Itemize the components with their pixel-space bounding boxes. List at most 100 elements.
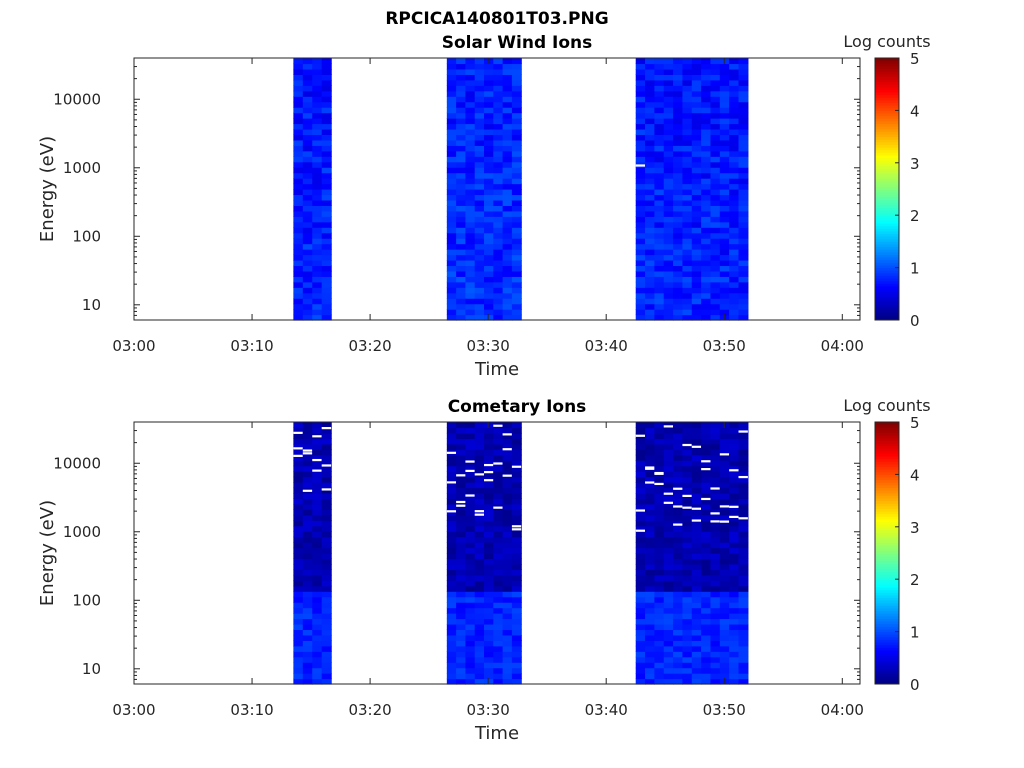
data-gap-mark (484, 471, 494, 474)
y-tick-label: 10 (82, 660, 101, 678)
heatmap-cell (511, 199, 522, 206)
heatmap-cell (701, 613, 712, 620)
heatmap-cell (484, 145, 494, 152)
heatmap-cell (654, 525, 665, 532)
heatmap-cell (729, 287, 740, 294)
heatmap-cell (465, 629, 476, 636)
heatmap-cell (635, 79, 646, 86)
heatmap-cell (511, 178, 522, 185)
heatmap-cell (701, 563, 712, 570)
heatmap-cell (293, 634, 304, 641)
heatmap-cell (502, 449, 513, 456)
heatmap-cell (446, 210, 457, 217)
heatmap-cell (645, 487, 655, 494)
heatmap-cell (738, 525, 749, 532)
x-tick-label: 04:00 (821, 701, 864, 719)
heatmap-cell (321, 427, 332, 434)
heatmap-cell (682, 145, 693, 152)
heatmap-cell (654, 134, 665, 141)
heatmap-cell (719, 172, 730, 179)
heatmap-cell (321, 678, 332, 685)
heatmap-cell (502, 101, 513, 108)
heatmap-cell (446, 531, 457, 538)
heatmap-cell (446, 520, 457, 527)
heatmap-cell (511, 292, 522, 299)
heatmap-cell (645, 569, 655, 576)
heatmap-cell (502, 183, 513, 190)
heatmap-cell (446, 63, 457, 70)
heatmap-cell (511, 673, 522, 680)
heatmap-cell (635, 205, 646, 212)
colorbar-band (875, 306, 899, 311)
heatmap-cell (682, 265, 693, 272)
heatmap-cell (663, 96, 674, 103)
heatmap-cell (456, 287, 467, 294)
heatmap-cell (729, 123, 740, 130)
heatmap-cell (302, 216, 313, 223)
heatmap-cell (710, 580, 721, 587)
heatmap-cell (691, 482, 702, 489)
heatmap-cell (682, 254, 693, 261)
heatmap-cell (682, 227, 693, 234)
heatmap-cell (654, 68, 665, 75)
heatmap-cell (701, 123, 712, 130)
data-gap-mark (456, 474, 466, 477)
colorbar-band (875, 160, 899, 164)
colorbar-band (875, 196, 899, 200)
heatmap-cell (502, 205, 513, 212)
colorbar-band (875, 249, 899, 253)
heatmap-cell (456, 596, 467, 603)
heatmap-cell (645, 178, 655, 185)
heatmap-cell (493, 107, 504, 114)
heatmap-cell (511, 553, 522, 560)
heatmap-cell (673, 678, 684, 685)
heatmap-cell (502, 640, 513, 647)
heatmap-cell (511, 194, 522, 201)
heatmap-cell (312, 221, 323, 228)
heatmap-cell (663, 618, 674, 625)
heatmap-cell (635, 569, 646, 576)
heatmap-cell (511, 205, 522, 212)
heatmap-cell (719, 227, 730, 234)
heatmap-cell (663, 183, 674, 190)
heatmap-cell (321, 553, 332, 560)
heatmap-cell (691, 509, 702, 516)
heatmap-cell (293, 569, 304, 576)
heatmap-cell (654, 465, 665, 472)
heatmap-cell (738, 531, 749, 538)
heatmap-cell (502, 216, 513, 223)
data-gap-mark (654, 482, 664, 486)
heatmap-cell (493, 569, 504, 576)
heatmap-cell (502, 596, 513, 603)
heatmap-cell (654, 232, 665, 239)
heatmap-cell (321, 265, 332, 272)
heatmap-cell (293, 314, 304, 321)
heatmap-cell (635, 509, 646, 516)
heatmap-cell (701, 591, 712, 598)
heatmap-cell (474, 536, 485, 543)
heatmap-cell (465, 656, 476, 663)
heatmap-cell (511, 243, 522, 250)
heatmap-cell (673, 112, 684, 119)
heatmap-cell (691, 432, 702, 439)
colorbar-band (875, 141, 899, 145)
heatmap-cell (456, 585, 467, 592)
heatmap-cell (502, 161, 513, 168)
heatmap-cell (321, 210, 332, 217)
heatmap-cell (302, 498, 313, 505)
heatmap-cell (474, 79, 485, 86)
heatmap-cell (456, 618, 467, 625)
heatmap-cell (474, 281, 485, 288)
heatmap-cell (293, 205, 304, 212)
heatmap-cell (635, 662, 646, 669)
x-tick-label: 03:40 (585, 701, 628, 719)
data-gap-mark (302, 452, 313, 455)
heatmap-cell (719, 145, 730, 152)
heatmap-cell (321, 118, 332, 125)
colorbar-tick-label: 1 (910, 624, 920, 642)
heatmap-cell (729, 118, 740, 125)
heatmap-cell (511, 613, 522, 620)
heatmap-cell (663, 553, 674, 560)
heatmap-cell (465, 542, 476, 549)
heatmap-cell (465, 503, 476, 510)
